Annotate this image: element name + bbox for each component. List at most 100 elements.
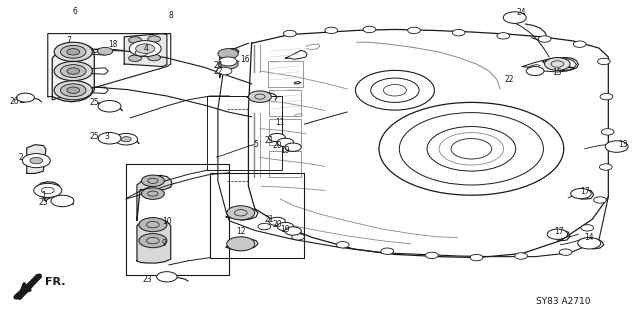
Circle shape (218, 49, 238, 59)
Circle shape (363, 26, 376, 33)
Circle shape (129, 55, 141, 61)
Polygon shape (27, 145, 46, 173)
Text: 25: 25 (38, 198, 48, 207)
Circle shape (538, 36, 551, 42)
Circle shape (285, 143, 301, 151)
Text: 10: 10 (162, 217, 172, 226)
Circle shape (54, 61, 92, 81)
Text: 6: 6 (73, 7, 78, 16)
Circle shape (218, 59, 238, 69)
Circle shape (571, 188, 591, 199)
Text: 13: 13 (618, 140, 628, 149)
Text: 11: 11 (276, 118, 285, 127)
Text: 7: 7 (66, 36, 71, 45)
Circle shape (547, 229, 568, 239)
Circle shape (61, 45, 86, 58)
Circle shape (17, 93, 34, 102)
Text: 22: 22 (213, 67, 222, 76)
Circle shape (269, 133, 285, 142)
Circle shape (470, 254, 483, 261)
Bar (126, 164, 229, 275)
Circle shape (98, 100, 121, 112)
Circle shape (51, 195, 74, 207)
Text: 14: 14 (584, 233, 594, 242)
Circle shape (97, 47, 113, 55)
Circle shape (452, 29, 465, 36)
Circle shape (148, 36, 161, 42)
Circle shape (67, 68, 80, 74)
Circle shape (227, 206, 255, 220)
Polygon shape (137, 175, 172, 220)
Text: 20: 20 (272, 220, 282, 229)
Text: FR.: FR. (45, 277, 65, 287)
Circle shape (217, 67, 232, 75)
Text: 25: 25 (89, 132, 99, 141)
Text: 12: 12 (236, 228, 245, 236)
Circle shape (115, 133, 138, 145)
Polygon shape (14, 275, 41, 299)
Circle shape (67, 49, 80, 55)
Text: 20: 20 (272, 141, 282, 150)
Circle shape (121, 137, 131, 142)
Circle shape (285, 227, 301, 235)
Circle shape (248, 91, 271, 102)
Polygon shape (124, 34, 167, 67)
Circle shape (426, 252, 438, 259)
Text: 24: 24 (213, 61, 223, 70)
Circle shape (336, 242, 349, 248)
Text: 15: 15 (552, 68, 562, 76)
Circle shape (269, 217, 285, 226)
Text: 22: 22 (505, 75, 514, 84)
Circle shape (381, 248, 394, 254)
Polygon shape (37, 182, 61, 201)
Text: 17: 17 (580, 187, 590, 196)
Circle shape (283, 30, 296, 37)
Text: 26: 26 (9, 97, 19, 106)
Text: 18: 18 (109, 40, 118, 49)
Circle shape (129, 37, 141, 43)
Text: 16: 16 (240, 55, 250, 64)
Circle shape (135, 50, 148, 56)
Circle shape (139, 234, 167, 248)
Text: 17: 17 (554, 228, 564, 236)
Circle shape (54, 42, 92, 61)
Text: 3: 3 (104, 132, 110, 141)
Polygon shape (52, 45, 94, 102)
Circle shape (578, 237, 601, 249)
Circle shape (219, 57, 237, 66)
Circle shape (61, 84, 86, 97)
Circle shape (141, 188, 164, 199)
Circle shape (277, 222, 294, 231)
Circle shape (605, 141, 628, 152)
Bar (207, 96, 282, 170)
Text: 4: 4 (144, 44, 149, 53)
Text: 19: 19 (280, 225, 290, 234)
Circle shape (141, 175, 164, 187)
Polygon shape (137, 218, 171, 263)
Text: 25: 25 (89, 98, 99, 107)
Text: 5: 5 (254, 140, 259, 149)
Circle shape (148, 54, 161, 61)
Circle shape (136, 44, 155, 53)
Circle shape (139, 218, 167, 232)
Circle shape (325, 27, 338, 34)
Circle shape (573, 41, 586, 47)
Circle shape (227, 237, 255, 251)
Circle shape (408, 27, 420, 34)
Polygon shape (220, 49, 239, 77)
Text: 21: 21 (264, 136, 273, 145)
Circle shape (497, 33, 510, 39)
Circle shape (594, 197, 606, 203)
Circle shape (54, 81, 92, 100)
Circle shape (559, 249, 572, 255)
Circle shape (129, 41, 161, 57)
Circle shape (581, 225, 594, 231)
Bar (210, 173, 304, 258)
Circle shape (526, 67, 544, 76)
Circle shape (598, 58, 610, 65)
Circle shape (599, 164, 612, 170)
Circle shape (601, 129, 614, 135)
Circle shape (277, 138, 294, 147)
Circle shape (30, 157, 43, 164)
Circle shape (61, 65, 86, 77)
